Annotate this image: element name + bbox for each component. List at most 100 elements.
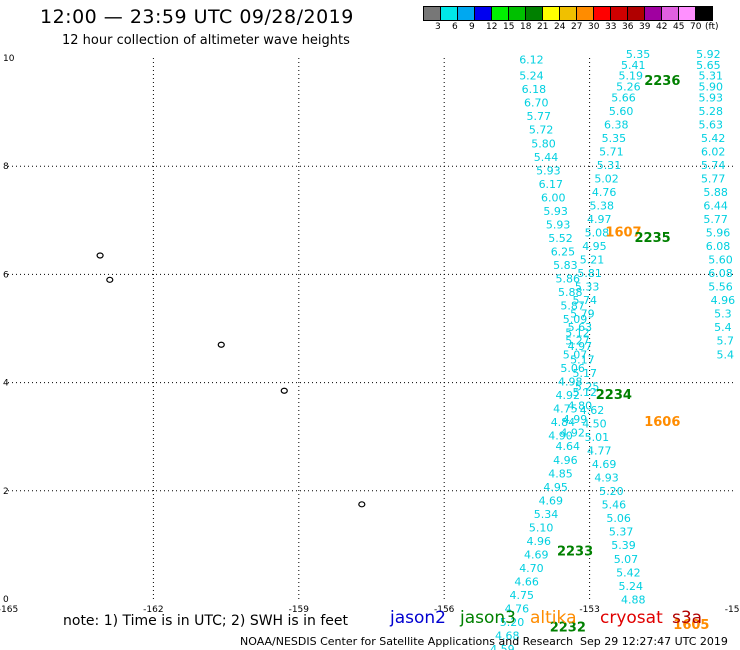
wave-height-value: 5.34	[534, 508, 559, 521]
scale-label: 33	[605, 22, 617, 32]
wave-height-value: 5.42	[701, 132, 726, 145]
scale-label: 30	[588, 22, 600, 32]
wave-height-value: 6.08	[708, 267, 733, 280]
wave-height-value: 4.69	[524, 548, 549, 561]
wave-height-value: 5.93	[546, 218, 571, 231]
wave-height-value: 4.96	[553, 454, 578, 467]
wave-height-value: 4.75	[509, 589, 534, 602]
x-tick-label: -165	[0, 605, 18, 615]
wave-height-value: 5.83	[553, 259, 578, 272]
y-tick-label: 2	[3, 487, 9, 497]
wave-height-value: 6.17	[539, 178, 564, 191]
wave-height-value: 5.86	[556, 273, 581, 286]
y-tick-label: 8	[3, 162, 9, 172]
wave-height-value: 5.74	[573, 294, 598, 307]
credit-text: NOAA/NESDIS Center for Satellite Applica…	[240, 635, 574, 648]
wave-height-value: 5.33	[575, 281, 600, 294]
wave-height-value: 5.60	[609, 105, 634, 118]
wave-height-value: 4.98	[558, 375, 583, 388]
wave-height-value: 5.07	[614, 553, 639, 566]
wave-height-value: 5.07	[563, 348, 588, 361]
scale-label: 3	[435, 22, 441, 32]
scale-label: 36	[622, 22, 634, 32]
wave-height-value: 5.72	[529, 124, 554, 137]
wave-height-value: 5.93	[536, 164, 561, 177]
wave-height-value: 4.80	[568, 400, 593, 413]
x-tick-label: -156	[434, 605, 455, 615]
scale-label: 12	[486, 22, 498, 32]
wave-height-value: 4.84	[551, 416, 576, 429]
island-outline	[96, 252, 104, 259]
wave-height-value: 4.92	[560, 427, 585, 440]
wave-height-value: 4.90	[548, 429, 573, 442]
wave-height-value: 5.20	[599, 485, 624, 498]
wave-height-value: 5.87	[560, 300, 585, 313]
wave-height-value: 5.52	[548, 232, 573, 245]
wave-height-value: 4.76	[592, 186, 617, 199]
scale-label: 45	[673, 22, 685, 32]
wave-height-value: 5.17	[570, 354, 595, 367]
pass-time-label: 1606	[644, 415, 680, 430]
wave-height-value: 5.27	[565, 335, 590, 348]
pass-time-label: 2234	[596, 388, 632, 403]
wave-height-value: 4.59	[490, 643, 515, 650]
wave-height-value: 5.60	[708, 254, 733, 267]
wave-height-value: 5.81	[577, 267, 602, 280]
color-scale	[423, 6, 713, 21]
wave-height-value: 5.35	[602, 132, 627, 145]
wave-height-value: 6.02	[701, 145, 726, 158]
wave-height-value: 5.88	[703, 186, 728, 199]
wave-height-value: 4.95	[543, 481, 568, 494]
wave-height-value: 5.77	[701, 172, 726, 185]
wave-height-value: 5.41	[621, 59, 646, 72]
x-tick-label: -159	[289, 605, 310, 615]
wave-height-value: 5.02	[594, 172, 619, 185]
wave-height-value: 6.70	[524, 97, 549, 110]
x-tick-label: -153	[579, 605, 599, 615]
island-outline	[217, 341, 225, 348]
wave-height-value: 5.19	[619, 70, 644, 83]
wave-height-value: 5.3	[714, 308, 732, 321]
scale-label: 24	[554, 22, 566, 32]
wave-height-value: 5.06	[560, 362, 585, 375]
wave-height-value: 5.08	[585, 227, 610, 240]
wave-height-value: 4.99	[563, 413, 588, 426]
wave-height-value: 5.93	[543, 205, 568, 218]
wave-height-value: 5.10	[529, 521, 554, 534]
wave-height-value: 5.77	[703, 213, 728, 226]
wave-height-value: 5.66	[611, 91, 636, 104]
wave-height-value: 4.77	[587, 445, 612, 458]
scale-label: 70	[690, 22, 702, 32]
wave-height-value: 4.92	[556, 389, 581, 402]
y-tick-label: 10	[3, 54, 15, 64]
wave-height-value: 5.92	[696, 48, 721, 61]
wave-height-value: 5.4	[717, 348, 735, 361]
wave-height-value: 5.25	[575, 381, 600, 394]
wave-height-value: 5.24	[619, 580, 644, 593]
wave-height-value: 4.76	[505, 603, 530, 616]
wave-height-value: 5.74	[701, 159, 726, 172]
wave-height-value: 4.70	[519, 562, 544, 575]
island-outline	[280, 387, 288, 394]
scale-label: 6	[452, 22, 458, 32]
wave-height-value: 4.97	[587, 213, 612, 226]
wave-height-value: 4.64	[556, 440, 581, 453]
satellite-legend-jason2: jason2	[390, 608, 446, 628]
wave-height-value: 4.50	[582, 418, 607, 431]
wave-height-value: 4.97	[568, 340, 593, 353]
wave-height-value: 5.35	[626, 48, 651, 61]
wave-height-value: 4.95	[582, 240, 607, 253]
wave-height-value: 4.66	[514, 575, 539, 588]
wave-height-value: 5.46	[602, 499, 627, 512]
wave-height-value: 6.12	[519, 53, 544, 66]
wave-height-value: 5.31	[597, 159, 622, 172]
wave-height-value: 5.28	[699, 105, 724, 118]
y-tick-label: 4	[3, 379, 9, 389]
wave-height-value: 5.24	[519, 70, 544, 83]
wave-height-value: 6.08	[706, 240, 731, 253]
wave-height-value: 5.06	[606, 512, 631, 525]
wave-height-value: 5.26	[616, 80, 641, 93]
y-tick-label: 0	[3, 595, 9, 605]
wave-height-value: 6.25	[551, 245, 576, 258]
